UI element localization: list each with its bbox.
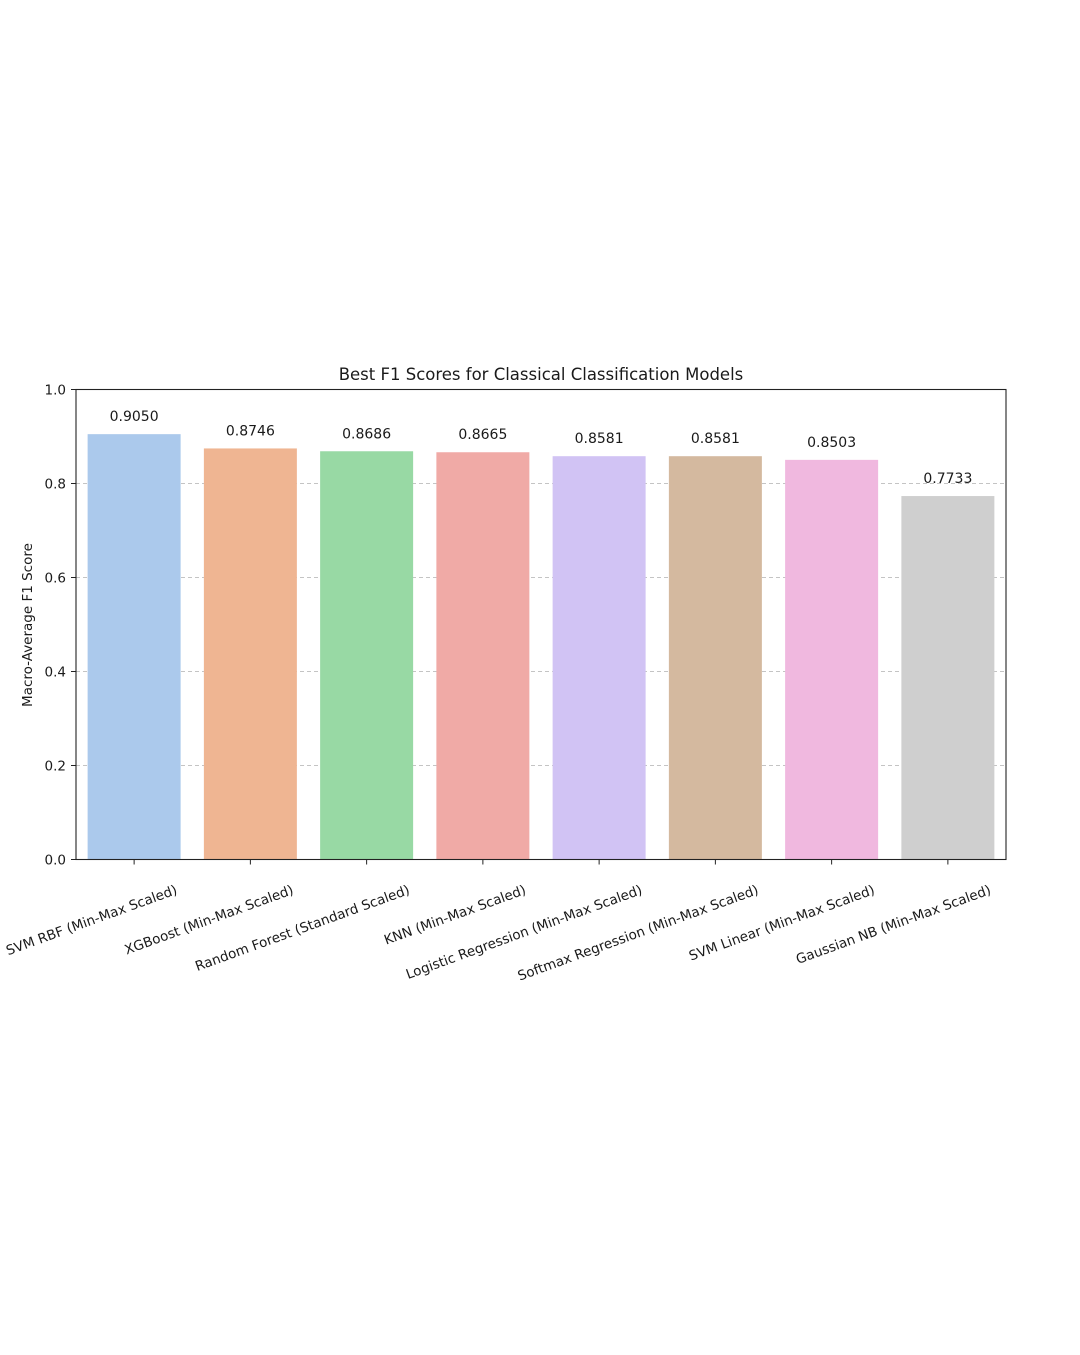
bar-value-label: 0.8686 bbox=[342, 426, 391, 442]
bar bbox=[785, 459, 879, 860]
bars bbox=[87, 434, 995, 860]
bar bbox=[87, 434, 181, 860]
bar bbox=[203, 448, 297, 860]
bar-value-label: 0.8503 bbox=[807, 435, 856, 451]
plot-area-frame bbox=[75, 388, 1007, 861]
bar-value-label: 0.8665 bbox=[458, 427, 507, 443]
bar bbox=[320, 451, 414, 860]
y-tick-label: 1.0 bbox=[45, 383, 66, 399]
bar bbox=[552, 456, 646, 860]
bar-value-label: 0.8581 bbox=[691, 431, 740, 447]
y-tick-label: 0.0 bbox=[45, 853, 66, 869]
y-axis-label: Macro-Average F1 Score bbox=[20, 543, 36, 707]
bar-value-label: 0.9050 bbox=[110, 409, 159, 425]
y-tick-label: 0.4 bbox=[45, 665, 66, 681]
x-tick-label: Random Forest (Standard Scaled) bbox=[193, 882, 412, 975]
x-axis-ticks: SVM RBF (Min-Max Scaled)XGBoost (Min-Max… bbox=[4, 859, 993, 984]
bar-value-label: 0.8746 bbox=[226, 423, 275, 439]
bar-value-label: 0.8581 bbox=[575, 431, 624, 447]
value-labels: 0.9050 0.8746 0.8686 0.8665 0.8581 0.8581 0.85… bbox=[110, 409, 973, 487]
y-tick-label: 0.6 bbox=[45, 571, 66, 587]
y-axis-ticks: 0.0 0.2 0.4 0.6 0.8 1.0 bbox=[45, 383, 76, 869]
bar bbox=[436, 452, 530, 860]
x-tick-label: SVM Linear (Min-Max Scaled) bbox=[687, 882, 877, 964]
y-tick-label: 0.2 bbox=[45, 759, 66, 775]
chart-title: Best F1 Scores for Classical Classificat… bbox=[339, 365, 744, 384]
bar-value-label: 0.7733 bbox=[923, 471, 972, 487]
y-tick-label: 0.8 bbox=[45, 477, 66, 493]
bar bbox=[901, 496, 995, 860]
x-tick-label: Gaussian NB (Min-Max Scaled) bbox=[794, 882, 993, 968]
bar bbox=[668, 456, 762, 860]
